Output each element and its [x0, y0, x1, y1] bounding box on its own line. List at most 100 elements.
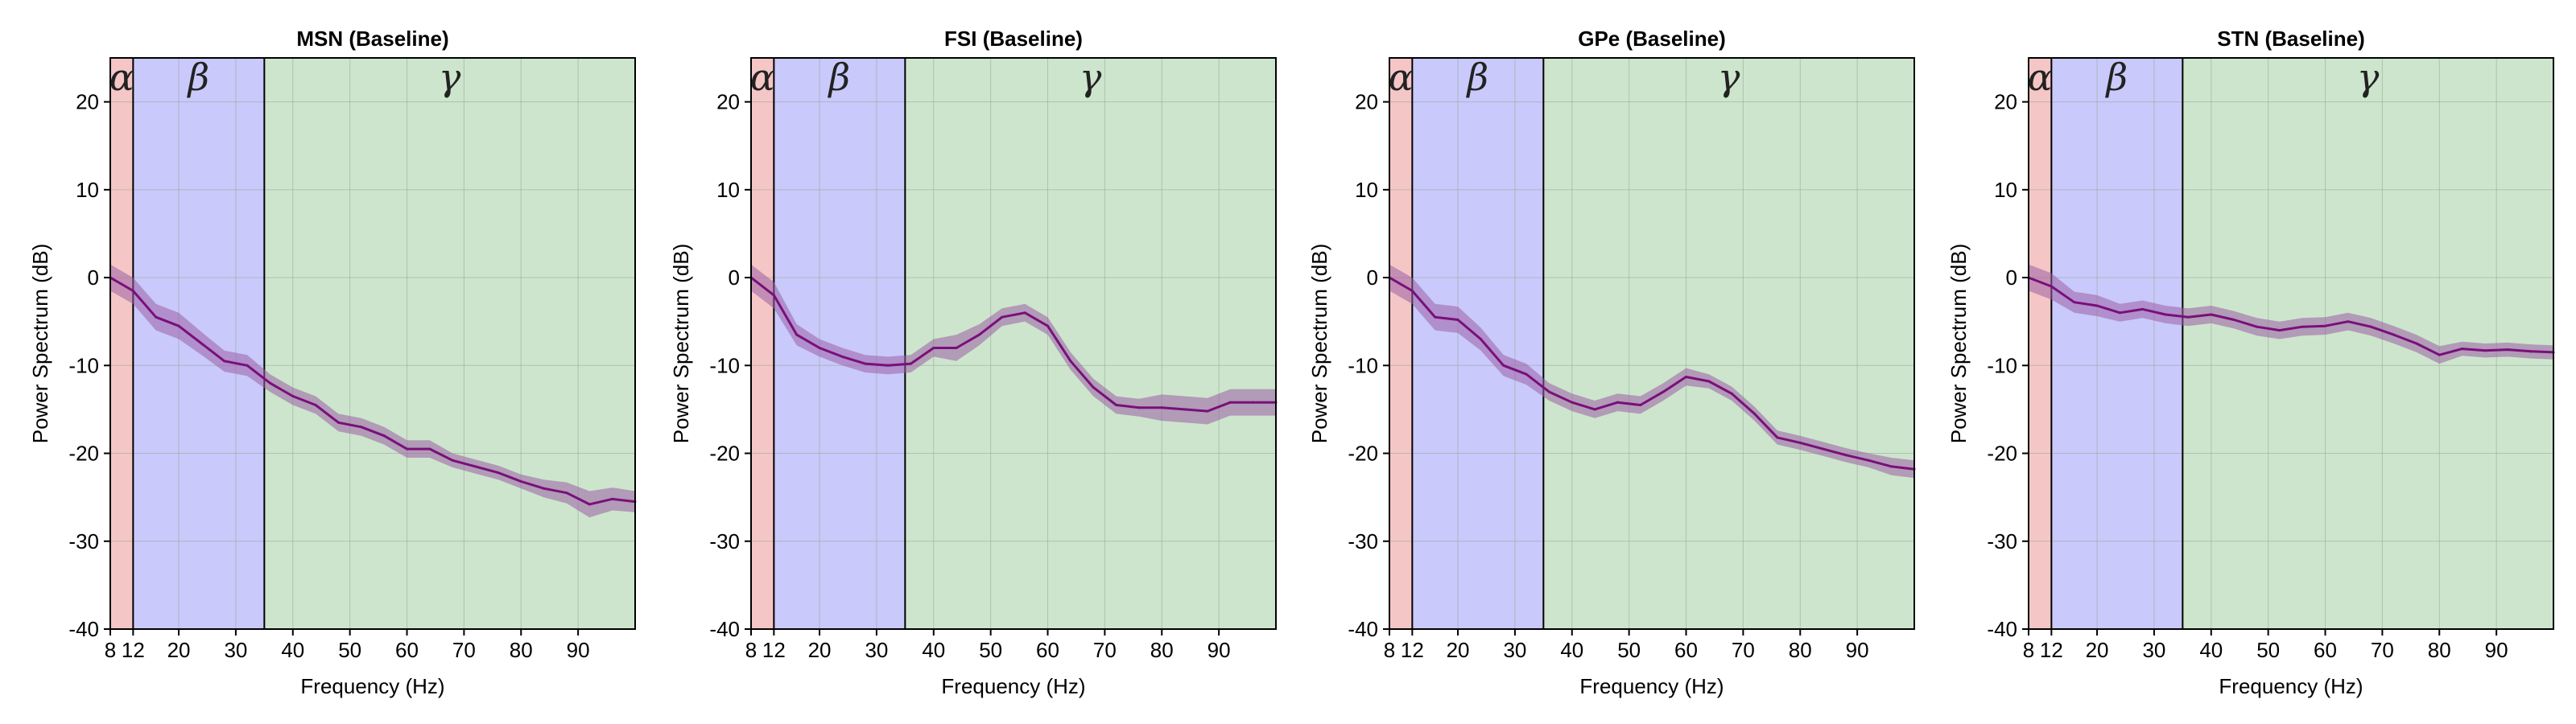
x-tick-label-9: 90: [1846, 638, 1869, 662]
y-tick-label-2: -20: [1348, 442, 1378, 466]
x-tick-label-9: 90: [1208, 638, 1231, 662]
data-point-10: [1616, 401, 1619, 404]
data-point-18: [519, 479, 522, 483]
data-point-2: [795, 333, 799, 336]
y-tick-label-0: -40: [709, 617, 740, 641]
data-point-9: [2232, 319, 2235, 322]
data-point-4: [840, 355, 844, 358]
data-point-22: [611, 497, 614, 500]
y-tick-label-3: -10: [1348, 353, 1378, 377]
data-point-3: [2095, 304, 2099, 307]
band-region-1: [2051, 58, 2183, 629]
data-point-12: [1023, 311, 1026, 315]
data-point-11: [1001, 315, 1004, 319]
data-point-3: [818, 346, 821, 349]
data-point-8: [932, 346, 935, 349]
series-line: [750, 276, 1276, 413]
y-tick-label-2: -20: [68, 442, 99, 466]
data-point-12: [1662, 390, 1665, 393]
data-point-18: [1160, 406, 1163, 409]
data-point-8: [1571, 401, 1574, 404]
y-tick-label-3: -10: [709, 353, 740, 377]
y-tick-label-4: 0: [1367, 265, 1378, 290]
x-tick-label-6: 60: [1036, 638, 1059, 662]
x-tick-label-6: 60: [1674, 638, 1698, 662]
data-point-7: [909, 362, 912, 365]
data-point-16: [474, 465, 477, 468]
series-line: [109, 276, 636, 506]
x-tick-label-3: 30: [1503, 638, 1526, 662]
band-region-2: [264, 58, 635, 629]
data-point-21: [2506, 348, 2509, 352]
data-point-14: [2347, 320, 2350, 323]
data-point-5: [2141, 307, 2145, 311]
y-tick-label-2: -20: [709, 442, 740, 466]
data-point-14: [428, 447, 431, 450]
confidence-band: [1389, 264, 1914, 479]
band-region-0: [110, 58, 134, 629]
data-point-6: [246, 364, 249, 367]
x-tick-label-6: 60: [395, 638, 419, 662]
data-point-17: [1137, 406, 1141, 409]
data-point-13: [406, 447, 409, 450]
band-label-2: γ: [1080, 56, 1102, 99]
x-tick-label-0: 8: [2023, 638, 2034, 662]
band-region-0: [2029, 58, 2052, 629]
band-region-2: [1543, 58, 1914, 629]
data-point-17: [2415, 342, 2418, 345]
data-point-9: [1593, 408, 1596, 411]
band-region-0: [751, 58, 774, 629]
data-point-10: [336, 421, 340, 424]
x-tick-label-1: 12: [762, 638, 786, 662]
band-label-0: α: [2028, 56, 2053, 99]
band-label-1: β: [1466, 56, 1489, 99]
band-label-2: γ: [2357, 56, 2380, 99]
confidence-band: [751, 264, 1276, 425]
x-tick-label-5: 50: [338, 638, 361, 662]
data-point-6: [886, 364, 890, 367]
data-point-14: [1707, 380, 1711, 383]
data-point-20: [2483, 349, 2487, 352]
plot-frame: [2028, 57, 2554, 630]
subplot-1: α β γ -40 -30 -20 -10 0 10 20 8 12 20 30 40 50 60 70 80 90 F…: [669, 27, 1278, 698]
x-tick-label-7: 70: [2371, 638, 2394, 662]
plot-frame: [109, 57, 636, 630]
data-point-10: [977, 333, 980, 336]
y-tick-label-4: 0: [88, 265, 99, 290]
subplot-0: α β γ -40 -30 -20 -10 0 10 20 8 12 20 30 40 50 60 70 80 90 M…: [28, 27, 637, 698]
x-tick-label-8: 80: [510, 638, 533, 662]
y-tick-label-5: 10: [716, 178, 740, 202]
x-axis-label: Frequency (Hz): [2219, 674, 2363, 698]
data-point-3: [1456, 319, 1459, 322]
x-tick-label-1: 12: [2040, 638, 2063, 662]
y-tick-label-6: 20: [1355, 90, 1378, 114]
x-tick-label-1: 12: [1401, 638, 1424, 662]
data-point-13: [1685, 376, 1688, 379]
y-tick-label-1: -30: [709, 529, 740, 553]
data-point-3: [177, 324, 180, 327]
y-tick-label-3: -10: [68, 353, 99, 377]
data-point-6: [2164, 313, 2167, 316]
data-point-10: [2255, 325, 2258, 328]
data-point-20: [1844, 454, 1847, 457]
data-point-15: [1730, 392, 1733, 395]
x-axis-label: Frequency (Hz): [1579, 674, 1724, 698]
x-tick-label-9: 90: [567, 638, 590, 662]
subplot-3: α β γ -40 -30 -20 -10 0 10 20 8 12 20 30 40 50 60 70 80 90 S…: [1946, 27, 2555, 698]
band-region-1: [774, 58, 906, 629]
y-axis-label: Power Spectrum (dB): [669, 244, 693, 444]
data-point-15: [1092, 386, 1095, 389]
x-tick-label-8: 80: [1789, 638, 1812, 662]
x-tick-label-7: 70: [1093, 638, 1117, 662]
x-tick-label-6: 60: [2314, 638, 2337, 662]
y-tick-label-0: -40: [68, 617, 99, 641]
data-point-16: [2392, 333, 2396, 336]
data-point-7: [1547, 390, 1550, 393]
data-point-19: [1183, 408, 1187, 411]
y-tick-label-5: 10: [76, 178, 99, 202]
band-label-2: γ: [1718, 56, 1740, 99]
data-point-2: [2073, 301, 2076, 304]
data-point-1: [131, 289, 134, 292]
x-axis-label: Frequency (Hz): [941, 674, 1085, 698]
